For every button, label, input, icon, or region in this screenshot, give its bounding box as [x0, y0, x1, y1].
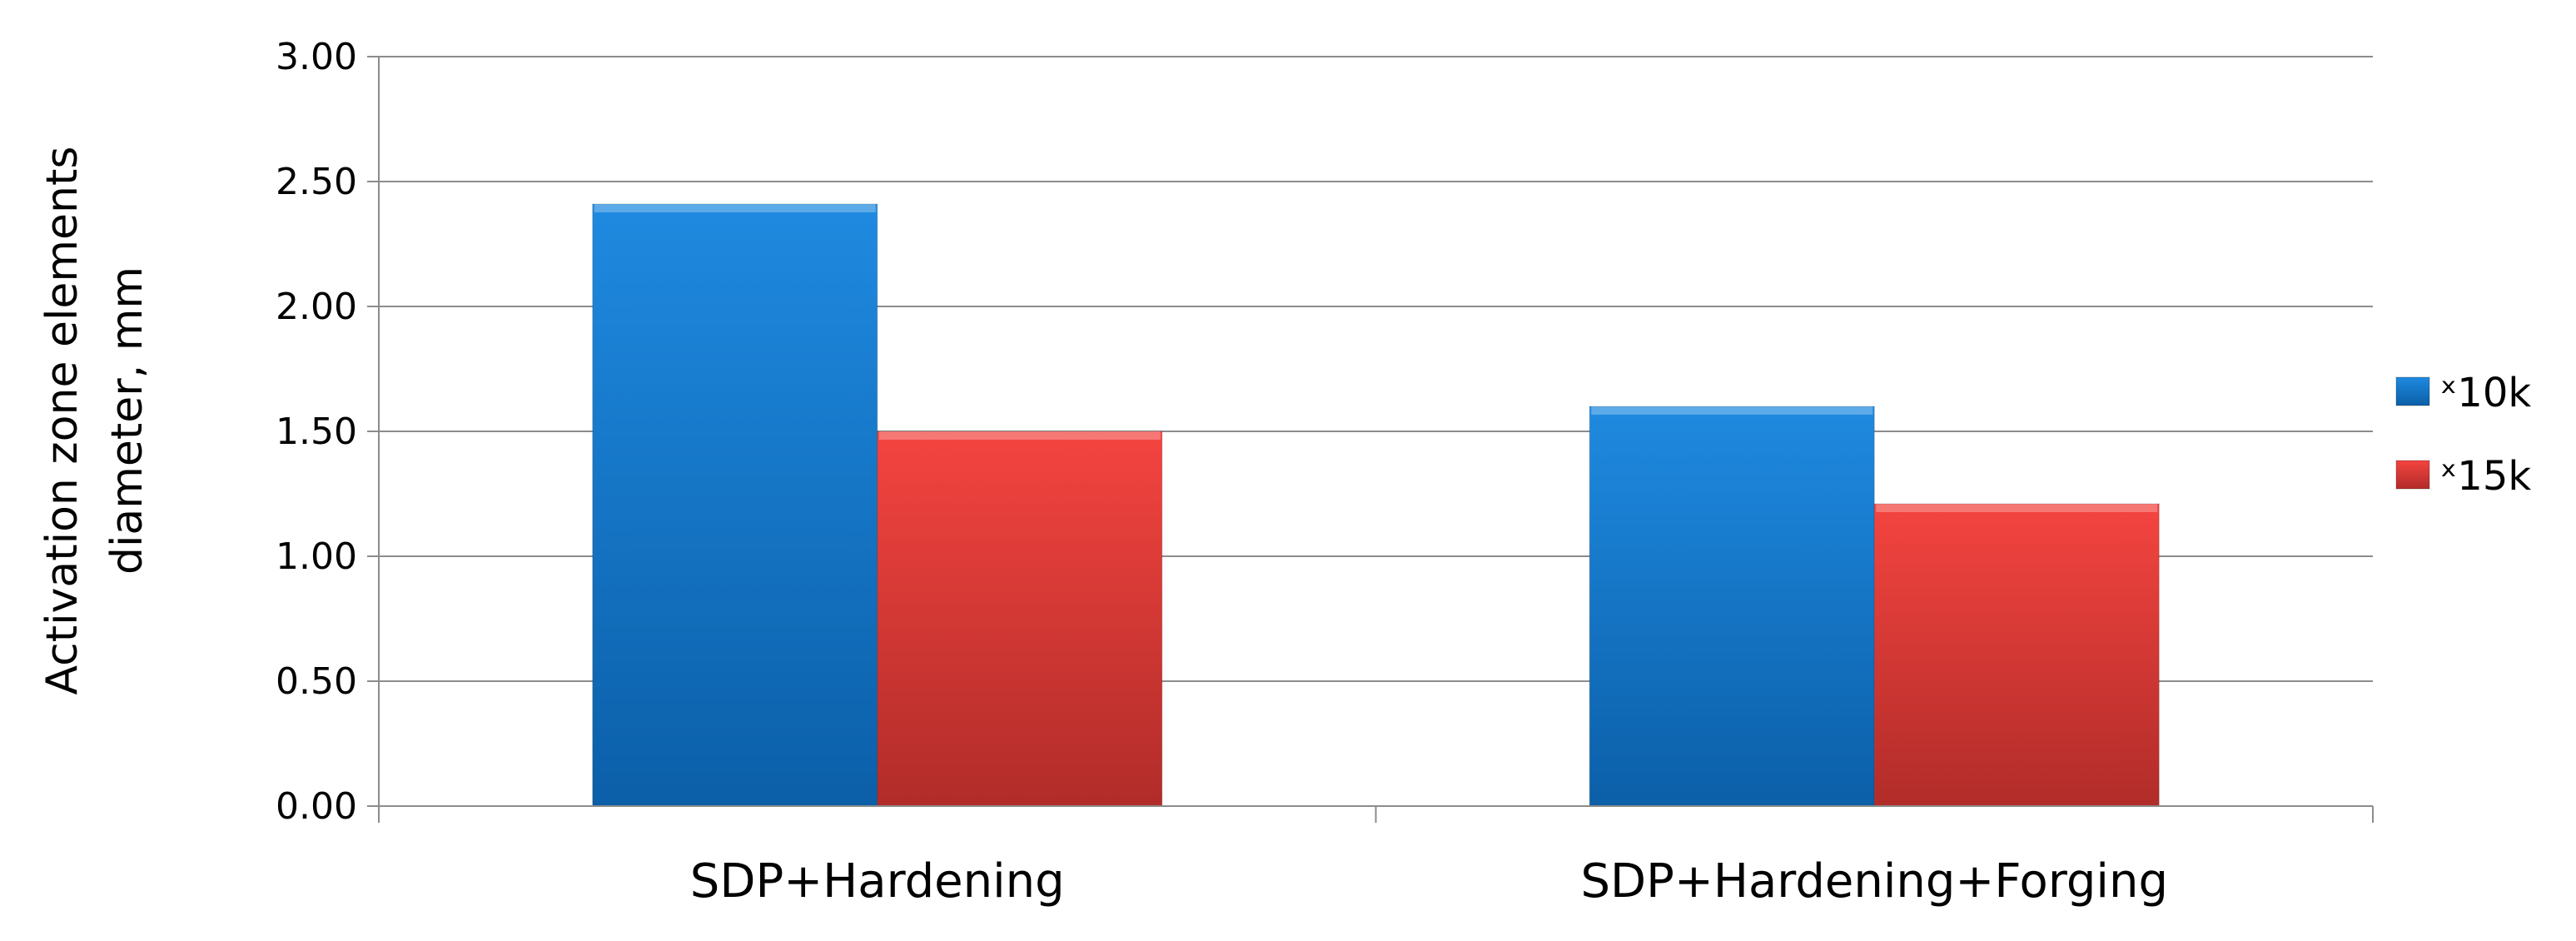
bar-series-1 — [592, 203, 878, 807]
y-tick-label: 1.50 — [276, 411, 357, 453]
y-tick-label: 0.00 — [276, 785, 357, 828]
x-category-label: SDP+Hardening — [690, 854, 1065, 909]
legend-label: ˣ10k — [2439, 370, 2531, 416]
y-axis-label-line-1: Activation zone elements — [37, 147, 87, 695]
bar-highlight — [1876, 504, 2158, 512]
y-axis-label-line-2: diameter, mm — [102, 266, 152, 575]
bar-highlight — [594, 204, 876, 212]
bar-highlight — [878, 431, 1161, 440]
bar-series-2 — [877, 431, 1163, 807]
y-tick-label: 2.00 — [276, 286, 357, 328]
bar-highlight — [1591, 406, 1873, 415]
y-tick-label: 0.50 — [276, 660, 357, 703]
bar-series-2 — [1873, 503, 2160, 807]
bar-series-1 — [1589, 406, 1875, 807]
y-tick-label: 2.50 — [276, 161, 357, 203]
legend-swatch — [2395, 460, 2430, 490]
y-tick-label: 3.00 — [276, 36, 357, 78]
x-category-label: SDP+Hardening+Forging — [1581, 854, 2169, 909]
legend-label: ˣ15k — [2439, 453, 2531, 500]
legend-swatch — [2395, 376, 2430, 406]
y-tick-label: 1.00 — [276, 535, 357, 578]
